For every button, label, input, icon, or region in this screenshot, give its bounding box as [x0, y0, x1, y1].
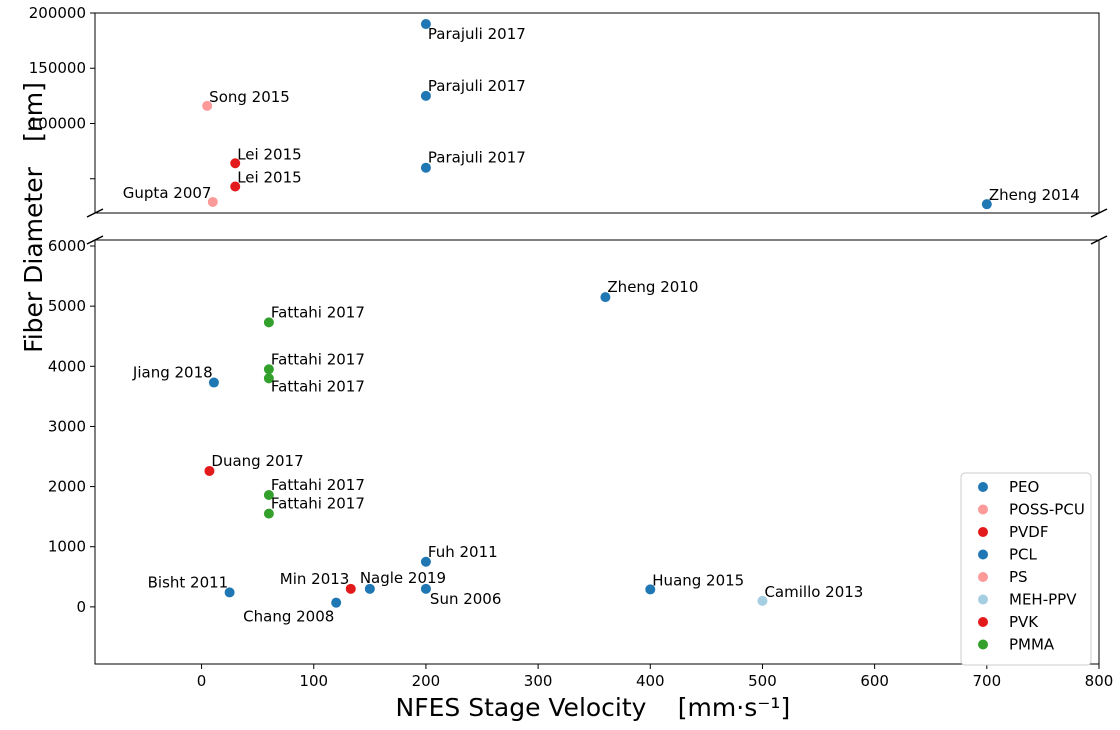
data-point — [263, 508, 274, 519]
lower-axes-frame — [94, 239, 1100, 665]
point-label: Lei 2015 — [237, 145, 301, 163]
y-axis-title: Fiber Diameter — [19, 166, 48, 352]
point-label: Zheng 2014 — [989, 186, 1080, 204]
data-point — [202, 100, 213, 111]
y-tick-label: 0 — [76, 598, 86, 616]
data-point — [263, 490, 274, 501]
legend-label: PMMA — [1009, 636, 1055, 654]
data-point — [420, 19, 431, 30]
point-label: Fattahi 2017 — [271, 350, 365, 368]
point-label: Bisht 2011 — [148, 573, 229, 591]
point-label: Parajuli 2017 — [428, 25, 526, 43]
x-tick-label: 800 — [1085, 672, 1114, 690]
point-label: Fattahi 2017 — [271, 495, 365, 513]
x-tick-label: 500 — [748, 672, 777, 690]
y-tick-label: 200000 — [29, 4, 86, 22]
data-point — [207, 196, 218, 207]
y-tick-label: 6000 — [48, 237, 86, 255]
axis-break-mark — [86, 208, 104, 218]
x-tick-label: 600 — [860, 672, 889, 690]
x-tick-label: 100 — [299, 672, 328, 690]
legend-marker — [978, 527, 988, 537]
data-point — [981, 199, 992, 210]
data-point — [204, 465, 215, 476]
legend-marker — [978, 504, 988, 515]
y-tick-label: 5000 — [48, 297, 86, 315]
data-point — [263, 364, 274, 375]
data-point — [645, 584, 656, 595]
point-label: Fattahi 2017 — [271, 303, 365, 321]
point-label: Song 2015 — [209, 88, 290, 106]
legend-label: PS — [1009, 568, 1028, 586]
legend-label: PEO — [1009, 478, 1039, 496]
point-label: Gupta 2007 — [123, 184, 212, 202]
axis-break-mark — [1090, 235, 1108, 245]
point-label: Fuh 2011 — [428, 543, 498, 561]
legend-label: PVDF — [1009, 523, 1049, 541]
point-label: Parajuli 2017 — [428, 77, 526, 95]
axis-break-mark — [86, 235, 104, 245]
y-axis-unit: [nm] — [19, 82, 48, 142]
point-label: Nagle 2019 — [360, 569, 446, 587]
legend-label: MEH-PPV — [1009, 591, 1077, 609]
point-label: Parajuli 2017 — [428, 149, 526, 167]
data-point — [757, 595, 768, 606]
x-tick-label: 400 — [636, 672, 665, 690]
legend-label: PCL — [1009, 546, 1038, 564]
upper-axes-frame — [94, 12, 1100, 214]
point-label: Camillo 2013 — [764, 583, 863, 601]
data-point — [600, 292, 611, 303]
point-label: Min 2013 — [280, 570, 350, 588]
x-tick-label: 200 — [412, 672, 441, 690]
legend-marker — [978, 639, 988, 650]
data-point — [224, 587, 235, 598]
point-label: Fattahi 2017 — [271, 476, 365, 494]
x-axis-title: NFES Stage Velocity — [396, 693, 647, 722]
data-point — [263, 373, 274, 384]
axis-break-mark — [1090, 208, 1108, 218]
x-tick-label: 700 — [973, 672, 1002, 690]
point-label: Lei 2015 — [237, 168, 301, 186]
data-point — [364, 583, 375, 594]
y-tick-label: 3000 — [48, 417, 86, 435]
x-tick-label: 300 — [524, 672, 553, 690]
point-label: Jiang 2018 — [132, 364, 213, 382]
point-labels: Parajuli 2017 Parajuli 2017 Parajuli 2017 Z… — [123, 25, 1080, 626]
legend-marker — [978, 482, 988, 492]
point-label: Duang 2017 — [211, 452, 303, 470]
legend-marker — [978, 549, 988, 560]
data-points — [202, 19, 992, 608]
point-label: Chang 2008 — [243, 608, 334, 626]
data-point — [420, 162, 431, 173]
legend-label: POSS-PCU — [1009, 501, 1085, 519]
point-label: Zheng 2010 — [607, 278, 698, 296]
legend-marker — [978, 572, 988, 582]
point-label: Huang 2015 — [652, 571, 744, 589]
legend: PEO POSS-PCU PVDF PCL PS MEH-PPV PVK PMMA — [960, 472, 1092, 666]
data-point — [331, 597, 342, 608]
data-point — [230, 158, 241, 169]
point-label: Sun 2006 — [430, 590, 501, 608]
axis-ticks: 0 100 200 300 400 500 600 700 800 0 1000 2000 3000 40… — [29, 4, 1114, 690]
legend-marker — [978, 594, 988, 605]
data-point — [420, 583, 431, 594]
x-tick-label: 0 — [197, 672, 207, 690]
data-point — [420, 90, 431, 101]
y-tick-label: 1000 — [48, 538, 86, 556]
legend-marker — [978, 617, 988, 627]
y-tick-label: 2000 — [48, 478, 86, 496]
legend-label: PVK — [1009, 613, 1039, 631]
y-tick-label: 4000 — [48, 357, 86, 375]
data-point — [230, 181, 241, 192]
x-axis-unit: [mm·s⁻¹] — [678, 693, 790, 722]
point-label: Fattahi 2017 — [271, 377, 365, 395]
data-point — [345, 583, 356, 594]
y-tick-label: 150000 — [29, 59, 86, 77]
data-point — [208, 377, 219, 388]
legend-box — [960, 472, 1092, 666]
y-tick-label: 100000 — [29, 114, 86, 132]
data-point — [263, 317, 274, 328]
data-point — [420, 556, 431, 567]
